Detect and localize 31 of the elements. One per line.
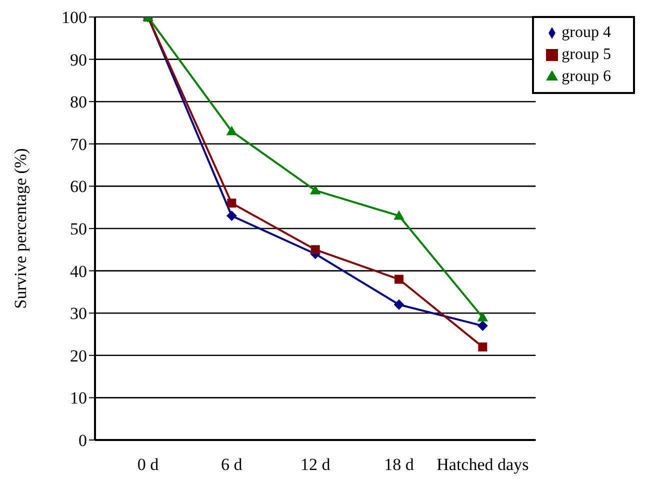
y-tick-label: 60	[70, 177, 87, 196]
y-tick-label: 10	[70, 388, 87, 408]
y-tick-label: 0	[78, 431, 87, 450]
legend-label: group 4	[562, 24, 611, 41]
point	[226, 210, 237, 221]
y-tick-label: 50	[70, 220, 87, 239]
point	[310, 245, 320, 254]
point	[394, 210, 404, 220]
point	[227, 198, 236, 208]
legend-label: group 6	[562, 68, 611, 85]
y-tick-label: 100	[62, 8, 87, 28]
x-tick-label: 12 d	[300, 455, 331, 474]
x-tick-label: 6 d	[221, 455, 243, 474]
y-tick-label: 20	[70, 346, 87, 366]
y-axis-title: Survive percentage (%)	[11, 148, 30, 309]
point	[310, 185, 320, 194]
point	[226, 126, 237, 136]
point	[394, 300, 404, 310]
point	[478, 320, 488, 331]
y-tick-label: 70	[70, 134, 87, 154]
y-tick-label: 90	[70, 50, 87, 70]
x-tick-label: 18 d	[384, 455, 414, 474]
x-tick-label: 0 d	[137, 455, 160, 474]
y-tick-label: 40	[70, 262, 87, 281]
y-tick-label: 30	[70, 304, 87, 324]
point	[478, 312, 488, 322]
x-tick-label: Hatched days	[436, 455, 529, 474]
y-tick-label: 80	[70, 92, 87, 112]
point	[478, 342, 488, 352]
point	[394, 274, 404, 284]
legend-label: group 5	[562, 46, 611, 63]
